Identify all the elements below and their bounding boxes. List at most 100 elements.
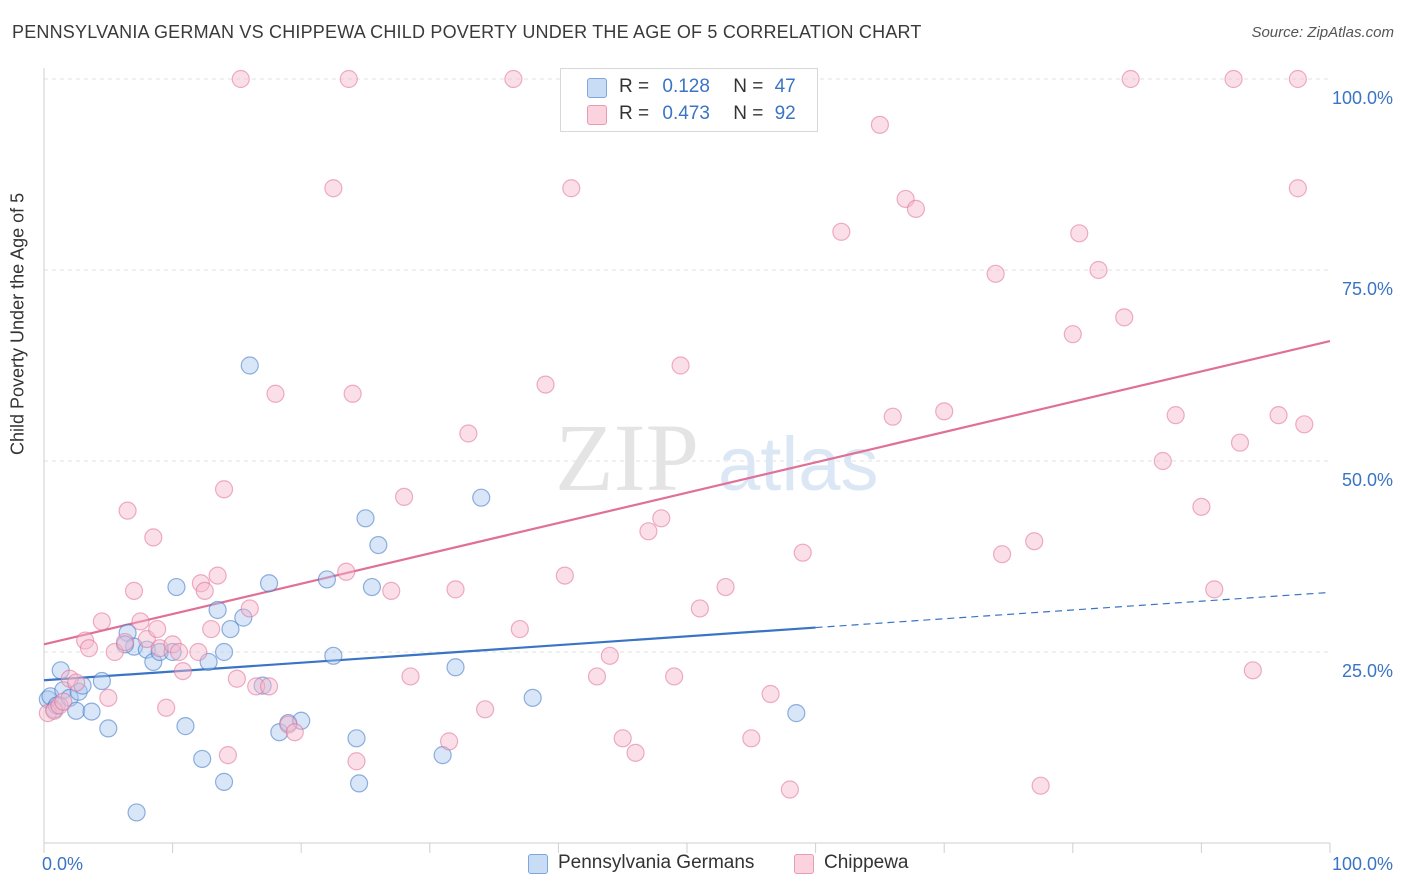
x-tick-label: 100.0% <box>1332 854 1393 874</box>
pennsylvania-germans-point <box>176 717 195 736</box>
chippewa-point <box>652 509 671 528</box>
chippewa-point <box>562 179 581 198</box>
chippewa-point <box>240 599 259 618</box>
chippewa-point <box>266 384 285 403</box>
chippewa-point <box>504 69 523 89</box>
chippewa-point <box>459 424 478 443</box>
legend-swatch-blue <box>528 854 548 874</box>
x-tick-label: 0.0% <box>42 854 83 874</box>
chippewa-point <box>475 700 495 719</box>
pennsylvania-germans-point <box>446 658 465 677</box>
chippewa-point <box>144 528 163 547</box>
chippewa-point <box>1288 179 1307 198</box>
legend-n-value: 47 <box>774 76 796 97</box>
chippewa-point <box>324 179 343 198</box>
chippewa-point <box>992 545 1012 564</box>
chippewa-point <box>208 566 227 585</box>
chippewa-point <box>1243 661 1262 680</box>
source-label: Source: ZipAtlas.com <box>1251 24 1394 41</box>
chippewa-point <box>1025 532 1044 551</box>
chippewa-point <box>382 581 401 600</box>
chippewa-point <box>394 487 414 507</box>
chippewa-point <box>92 612 111 631</box>
chippewa-point <box>716 577 735 597</box>
chippewa-point <box>189 642 208 662</box>
chippewa-point <box>231 69 250 89</box>
pennsylvania-germans-point <box>99 719 118 738</box>
pennsylvania-germans-point <box>193 749 212 769</box>
pennsylvania-germans-point <box>253 676 272 695</box>
chippewa-point <box>54 692 73 711</box>
chippewa-point <box>195 581 214 600</box>
chippewa-point <box>1121 69 1140 89</box>
pennsylvania-germans-point <box>221 619 240 639</box>
legend-n-value: 92 <box>774 103 796 124</box>
chippewa-point <box>510 619 529 639</box>
legend-label: Pennsylvania Germans <box>558 852 755 873</box>
chippewa-point <box>626 743 645 762</box>
pennsylvania-germans-point <box>259 574 279 593</box>
pennsylvania-germans-point <box>472 488 491 507</box>
pennsylvania-germans-point <box>67 701 86 720</box>
chippewa-point <box>906 199 926 218</box>
chippewa-point <box>555 566 574 585</box>
chippewa-point <box>343 384 362 403</box>
chippewa-point <box>99 688 118 707</box>
chippewa-point <box>446 580 465 599</box>
chippewa-point <box>1070 224 1089 243</box>
chippewa-point <box>613 729 632 748</box>
y-tick-label: 50.0% <box>1342 470 1393 490</box>
chippewa-point <box>227 669 246 688</box>
pennsylvania-germans-point <box>208 600 227 620</box>
y-tick-label: 100.0% <box>1332 88 1393 108</box>
legend-r-label: R = <box>619 103 650 124</box>
pennsylvania-germans-point <box>347 729 366 748</box>
chippewa-point <box>1192 497 1211 516</box>
pennsylvania-germans-point <box>167 577 186 597</box>
chippewa-point <box>339 69 358 89</box>
tick-labels: 25.0% 50.0% 75.0% 100.0% 0.0% 100.0% <box>42 88 1393 874</box>
chippewa-point <box>1031 776 1050 795</box>
chippewa-point <box>279 715 298 734</box>
pennsylvania-germans-point <box>787 704 806 723</box>
pennsylvania-germans-point <box>234 608 253 627</box>
chippewa-point <box>218 746 237 765</box>
chippewa-point <box>780 780 799 799</box>
pennsylvania-germans-point <box>362 577 382 597</box>
chippewa-point <box>1115 308 1134 327</box>
chippewa-point <box>1089 260 1108 280</box>
y-tick-label: 25.0% <box>1342 661 1393 681</box>
chippewa-point <box>1224 69 1243 89</box>
chippewa-point <box>690 599 709 618</box>
legend-r-value: 0.473 <box>662 103 710 124</box>
pennsylvania-germans-point <box>82 702 101 721</box>
chippewa-point <box>1063 325 1082 344</box>
pennsylvania-germans-trend-extension <box>815 591 1331 629</box>
pennsylvania-germans-point <box>214 642 234 662</box>
pennsylvania-germans-point <box>523 688 542 707</box>
chippewa-point <box>214 480 234 499</box>
chippewa-point <box>1230 433 1250 452</box>
chippewa-point <box>247 677 266 696</box>
pennsylvania-germans-point <box>369 535 388 555</box>
legend-swatch-pink <box>794 854 814 874</box>
legend-label: Chippewa <box>824 852 909 873</box>
pennsylvania-germans-trend-line <box>43 626 816 682</box>
pennsylvania-germans-point <box>214 772 234 791</box>
y-tick-label: 75.0% <box>1342 279 1393 299</box>
legend-swatch-blue <box>587 78 607 98</box>
pennsylvania-germans-point <box>127 803 146 822</box>
legend-swatch-pink <box>587 105 607 125</box>
chippewa-point <box>935 402 954 421</box>
correlation-legend: R = 0.128 N = 47 R = 0.473 N = 92 <box>560 68 818 132</box>
chippewa-point <box>131 612 150 631</box>
chippewa-point <box>1269 406 1288 425</box>
pennsylvania-germans-point <box>317 570 337 589</box>
chippewa-trend-line <box>43 339 1331 646</box>
pennsylvania-germans-point <box>356 509 375 528</box>
chippewa-point <box>337 562 356 581</box>
chippewa-point <box>1166 406 1185 425</box>
watermark-zip: ZIP <box>555 404 699 511</box>
chippewa-point <box>761 684 780 704</box>
watermark-atlas: atlas <box>718 422 879 507</box>
